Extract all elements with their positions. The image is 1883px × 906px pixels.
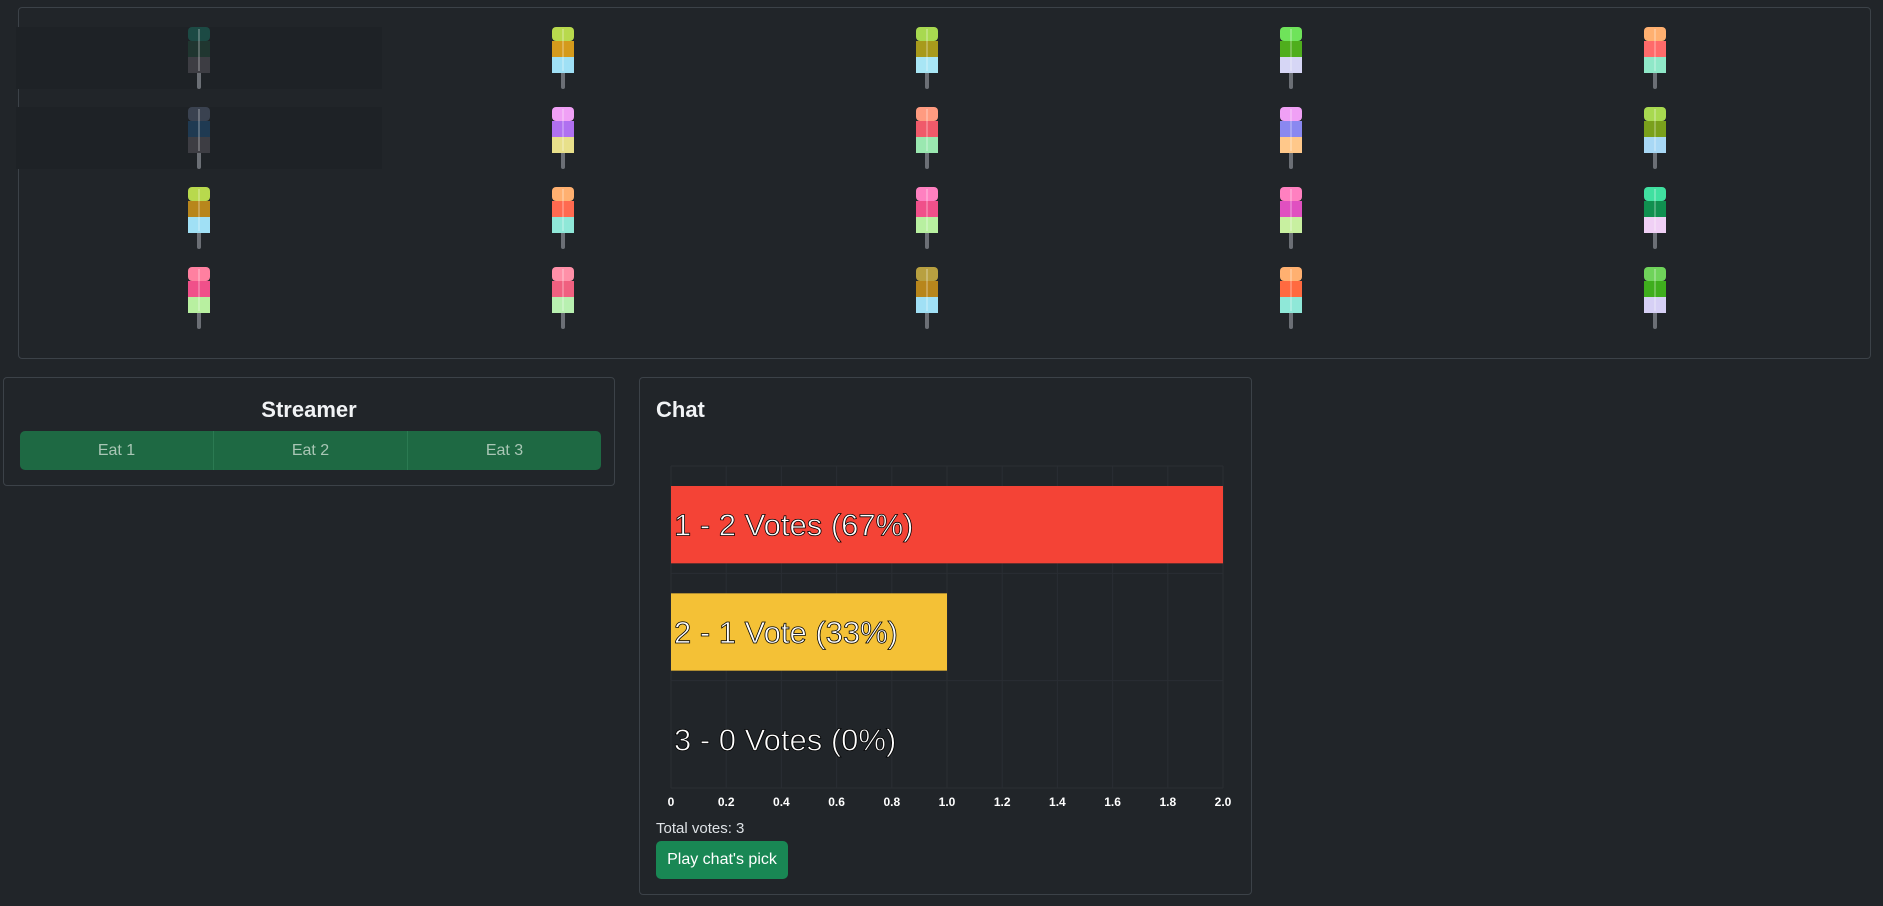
popsicle-cell [1472, 107, 1838, 169]
popsicle-cell [744, 107, 1110, 169]
vote-bar [671, 486, 1223, 564]
popsicle-icon [552, 267, 574, 329]
popsicle-icon [1644, 267, 1666, 329]
vote-bar [671, 593, 947, 671]
popsicle-cell [380, 107, 746, 169]
popsicle-cell [16, 267, 382, 329]
popsicle-cell [744, 267, 1110, 329]
chat-panel: Chat 0 0.2 0.4 0.6 0.8 1.0 1.2 1.4 1.6 1.8 2.0 1 - … [639, 377, 1252, 895]
x-tick-label: 1.4 [1049, 795, 1066, 809]
total-votes: Total votes: 3 [656, 820, 745, 837]
popsicle-icon [916, 107, 938, 169]
popsicle-icon [552, 107, 574, 169]
x-tick-label: 0 [668, 795, 675, 809]
popsicle-icon [1644, 107, 1666, 169]
popsicle-icon [1280, 27, 1302, 89]
popsicle-board [16, 7, 1871, 359]
eat-3-button[interactable]: Eat 3 [485, 441, 524, 459]
popsicle-icon [552, 187, 574, 249]
x-tick-label: 0.8 [883, 795, 900, 809]
x-tick-label: 1.2 [994, 795, 1011, 809]
popsicle-icon [1280, 267, 1302, 329]
popsicle-icon [1280, 187, 1302, 249]
x-tick-label: 1.6 [1104, 795, 1121, 809]
popsicle-icon [188, 107, 210, 169]
eat-1-button[interactable]: Eat 1 [20, 431, 214, 470]
popsicle-cell [380, 27, 746, 89]
eat-button-group: Eat 1 Eat 2 Eat 3 [20, 431, 601, 470]
x-tick-label: 2.0 [1215, 795, 1232, 809]
popsicle-cell [380, 187, 746, 249]
streamer-panel: Streamer Eat 1 Eat 2 Eat 3 [3, 377, 615, 486]
chat-title: Chat [656, 397, 705, 422]
bar-label: 2 - 1 Vote (33%) [674, 615, 898, 650]
popsicle-icon [1644, 187, 1666, 249]
popsicle-cell [1108, 107, 1474, 169]
popsicle-icon [1280, 107, 1302, 169]
vote-bar-chart: 0 0.2 0.4 0.6 0.8 1.0 1.2 1.4 1.6 1.8 2.0 1 - 2 Vot… [668, 465, 1232, 809]
popsicle-cell [1108, 27, 1474, 89]
popsicle-icon [552, 27, 574, 89]
popsicle-cell [744, 187, 1110, 249]
x-tick-label: 1.0 [939, 795, 956, 809]
popsicle-cell [1108, 187, 1474, 249]
streamer-title: Streamer [261, 397, 357, 422]
popsicle-icon [188, 267, 210, 329]
bar-label: 3 - 0 Votes (0%) [674, 722, 896, 757]
popsicle-cell [16, 107, 382, 169]
popsicle-icon [188, 187, 210, 249]
eat-2-button[interactable]: Eat 2 [214, 431, 408, 470]
popsicle-cell [744, 27, 1110, 89]
popsicle-icon [188, 27, 210, 89]
x-tick-label: 0.6 [828, 795, 845, 809]
popsicle-cell [1472, 267, 1838, 329]
popsicle-cell [16, 27, 382, 89]
popsicle-icon [916, 27, 938, 89]
popsicle-cell [1472, 187, 1838, 249]
x-tick-label: 0.2 [718, 795, 735, 809]
popsicle-cell [1108, 267, 1474, 329]
popsicle-icon [916, 187, 938, 249]
popsicle-cell [380, 267, 746, 329]
x-tick-label: 1.8 [1159, 795, 1176, 809]
popsicle-icon [1644, 27, 1666, 89]
popsicle-cell [1472, 27, 1838, 89]
x-tick-label: 0.4 [773, 795, 790, 809]
popsicle-icon [916, 267, 938, 329]
play-chats-pick-button[interactable]: Play chat's pick [656, 841, 788, 879]
popsicle-cell [16, 187, 382, 249]
bar-label: 1 - 2 Votes (67%) [674, 508, 914, 543]
